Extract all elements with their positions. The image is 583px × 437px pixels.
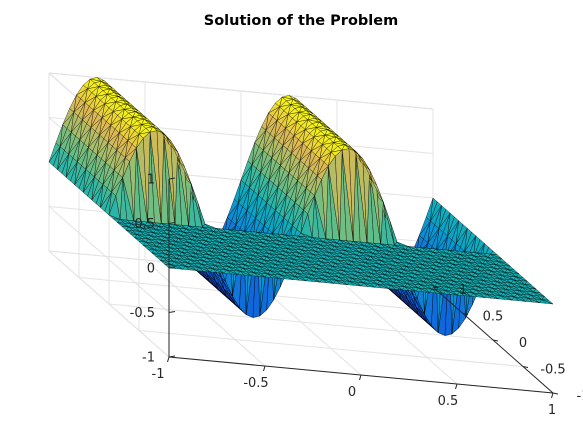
surface-facet [335, 280, 348, 285]
z-tick-label: 1 [147, 173, 155, 188]
surface-facet [514, 296, 526, 302]
surface-facet [430, 201, 442, 222]
surface-facet [253, 272, 266, 278]
surface-facet [527, 298, 540, 303]
surface-facet [404, 286, 417, 292]
surface-facet [239, 271, 252, 276]
surface-facet [307, 195, 315, 238]
surface-facet [464, 231, 477, 252]
x-tick-mark [551, 392, 554, 399]
grid-line [48, 250, 170, 358]
surface-facet [500, 295, 513, 301]
surface-facet [267, 273, 279, 279]
z-tick-label: -0.5 [130, 306, 155, 321]
x-tick-label: 0.5 [438, 394, 459, 409]
z-tick-mark [168, 355, 176, 358]
y-tick-label: 0.5 [483, 310, 504, 325]
surface-facet [383, 201, 395, 246]
x-tick-mark [455, 383, 458, 390]
y-tick-label: 0 [519, 336, 527, 351]
surface-facet [349, 281, 362, 287]
x-tick-label: 1 [548, 403, 556, 418]
x-tick-mark [263, 365, 266, 372]
surface-facet [294, 276, 307, 282]
surface-facet [115, 177, 123, 220]
grid-line [48, 72, 434, 110]
surface-facet [191, 183, 203, 228]
surface-facet [281, 274, 293, 280]
y-tick-label: 1 [459, 283, 467, 298]
surface-facet [138, 131, 151, 139]
x-tick-label: -1 [152, 367, 165, 382]
surface-facet [355, 151, 363, 159]
surface-facet [363, 282, 375, 288]
surface-facet [455, 224, 468, 244]
z-tick-label: 0 [147, 262, 155, 277]
surface-facet [438, 209, 451, 229]
surface-facet [390, 285, 403, 291]
grid-line [48, 206, 170, 313]
grid-line [138, 330, 524, 367]
surface-facet [377, 283, 389, 289]
y-tick-mark [522, 366, 529, 368]
surface-facet [185, 265, 197, 271]
surface-facet [322, 278, 334, 284]
surface-facet [163, 133, 171, 141]
y-tick-mark [552, 392, 559, 395]
z-tick-mark [168, 311, 176, 313]
chart-title: Solution of the Problem [204, 13, 398, 29]
surface-facet [226, 269, 238, 275]
z-tick-label: 0.5 [134, 217, 155, 232]
x-tick-mark [359, 374, 362, 381]
surface-facet [212, 268, 225, 274]
surface [48, 77, 554, 336]
grid-line [108, 303, 494, 341]
surface-facet [198, 267, 211, 273]
surface-facet [445, 290, 458, 296]
x-tick-label: -0.5 [243, 376, 268, 391]
surface-facet [486, 294, 499, 300]
surface-facet [344, 144, 357, 152]
surface-facet [418, 287, 430, 293]
x-tick-label: 0 [348, 385, 356, 400]
y-tick-mark [432, 286, 439, 289]
surface-facet [152, 126, 165, 134]
axes: -1 -0.5 0 0.5 1 -1 -0.5 0 0.5 1 -1 -0.5 0 0.5 1 [130, 173, 583, 419]
surface-facet [447, 216, 459, 237]
z-tick-mark [168, 177, 176, 180]
y-tick-label: -0.5 [540, 363, 565, 378]
surface-facet [473, 292, 485, 298]
y-tick-mark [462, 313, 469, 315]
z-tick-mark [168, 266, 176, 269]
surface-facet [330, 149, 343, 157]
y-tick-mark [492, 339, 499, 342]
z-tick-label: -1 [142, 351, 155, 366]
z-tick-mark [168, 222, 176, 224]
surface-facet [308, 277, 321, 283]
surface-facet [541, 299, 554, 305]
surface-facet [459, 291, 471, 297]
y-tick-label: -1 [577, 389, 583, 404]
x-tick-mark [167, 356, 170, 363]
